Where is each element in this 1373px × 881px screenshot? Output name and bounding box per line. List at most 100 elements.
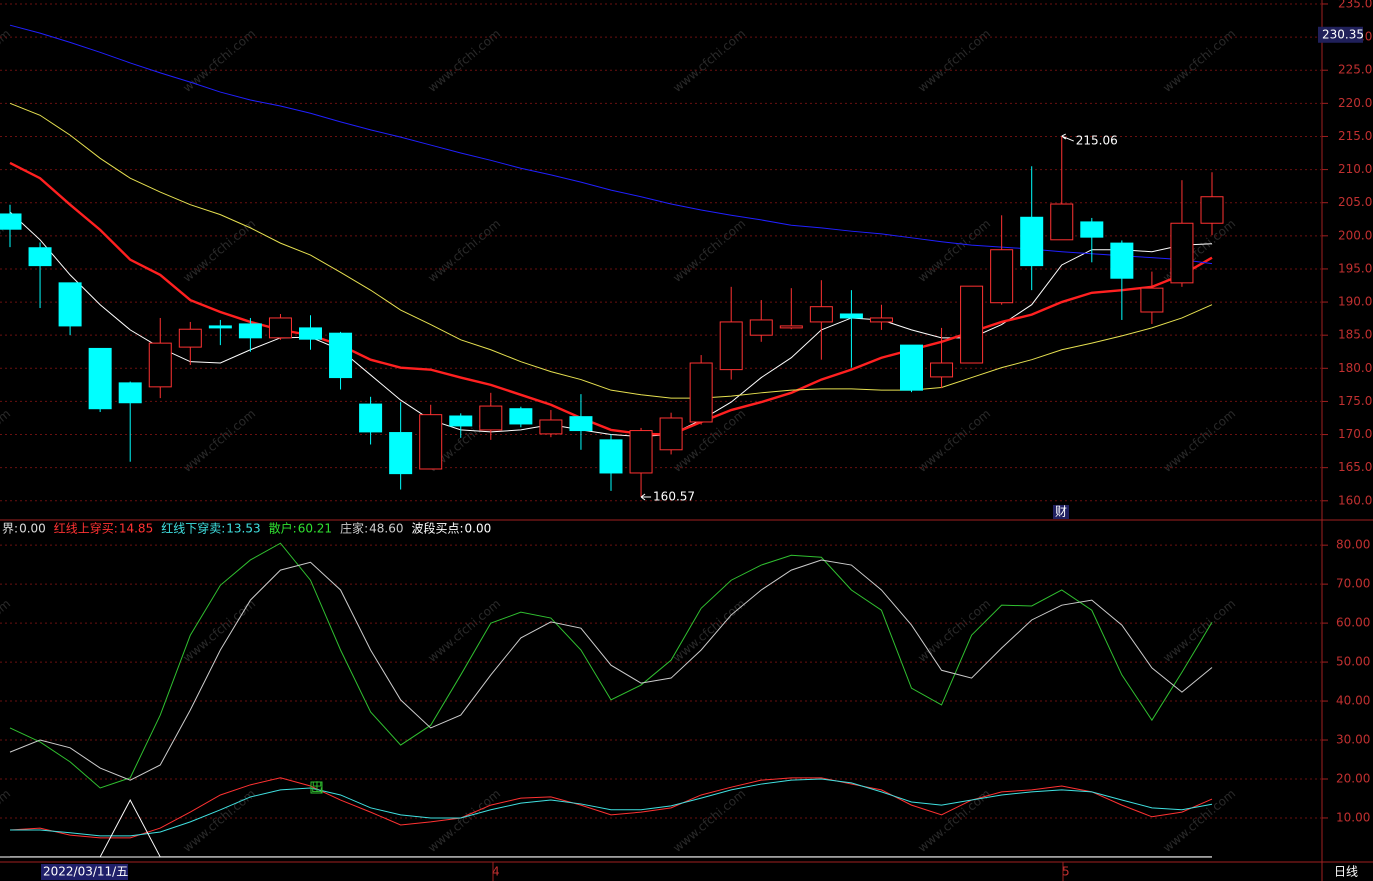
marker-arrow	[1061, 133, 1074, 142]
candle-body	[689, 362, 713, 423]
candle-body	[1200, 196, 1224, 224]
candle-body	[809, 306, 833, 323]
moving-average	[9, 161, 1213, 436]
watermark: www.cfchi.com	[180, 216, 258, 285]
y-tick-label: 215.0	[1338, 129, 1372, 143]
current-price: 230.35	[1322, 27, 1364, 41]
moving-average	[9, 24, 1213, 265]
y-tick-label: 205.0	[1338, 195, 1372, 209]
candle-body	[449, 415, 473, 427]
y-tick-label: 190.0	[1338, 295, 1372, 309]
watermark: www.cfchi.com	[425, 596, 503, 665]
candle-body	[1140, 287, 1164, 313]
legend-name: 界	[2, 522, 14, 536]
candle-body	[869, 317, 893, 323]
candle-body	[148, 342, 172, 388]
candle-body	[28, 247, 52, 267]
candle-body	[88, 347, 112, 410]
legend-value: 0.00	[465, 522, 492, 536]
watermark: www.cfchi.com	[180, 406, 258, 475]
legend-value: 14.85	[119, 522, 153, 536]
legend-sep: :	[364, 522, 368, 536]
legend-value: 60.21	[298, 522, 332, 536]
candle-body	[839, 313, 863, 319]
candle-body	[1050, 203, 1074, 241]
candle-body	[268, 317, 292, 339]
y-tick-label: 70.00	[1336, 577, 1370, 591]
candle-body	[118, 382, 142, 404]
price-box	[1318, 26, 1363, 43]
legend-value: 13.53	[226, 522, 260, 536]
candle-body	[960, 285, 984, 364]
watermark: www.cfchi.com	[670, 786, 748, 855]
period-label: 日线	[1334, 865, 1358, 879]
candle-body	[299, 327, 322, 340]
legend-sep: :	[293, 522, 297, 536]
legend-sep: :	[14, 522, 18, 536]
legend-sep: :	[221, 522, 225, 536]
candle-body	[419, 414, 443, 470]
y-tick-label: 220.0	[1338, 96, 1372, 110]
legend-name: 庄家	[340, 521, 364, 536]
moving-average	[9, 102, 1213, 399]
candle-body	[359, 403, 383, 433]
y-tick-label: 60.00	[1336, 616, 1370, 630]
y-tick-label: 165.0	[1338, 460, 1372, 474]
candle-body	[719, 321, 743, 371]
legend-sep: :	[459, 522, 463, 536]
date-label: 2022/03/11/五	[43, 865, 128, 879]
y-tick-label: 10.00	[1336, 810, 1370, 824]
candle-body	[749, 319, 773, 336]
legend-name: 红线上穿买	[54, 521, 114, 536]
candle-body	[629, 430, 653, 474]
y-tick-label: 20.00	[1336, 771, 1370, 785]
month-label: 5	[1062, 865, 1070, 879]
watermark: www.cfchi.com	[915, 596, 993, 665]
legend-name: 散户	[269, 521, 293, 536]
candle-body	[238, 323, 262, 339]
signal: 出	[311, 781, 323, 795]
watermark: www.cfchi.com	[1160, 406, 1238, 475]
legend-name: 波段买点	[411, 521, 459, 536]
watermark: www.cfchi.com	[0, 786, 13, 855]
candle-body	[599, 439, 623, 474]
y-tick-label: 175.0	[1338, 394, 1372, 408]
note: 财	[1055, 505, 1067, 519]
legend-name: 红线下穿卖	[161, 521, 221, 536]
watermark: www.cfchi.com	[1160, 596, 1238, 665]
candle-body	[389, 432, 413, 475]
watermark: www.cfchi.com	[915, 216, 993, 285]
watermark: www.cfchi.com	[1160, 786, 1238, 855]
low-label: 160.57	[653, 490, 695, 504]
candle-body	[0, 213, 22, 230]
watermark: www.cfchi.com	[0, 406, 13, 475]
y-tick-label: 180.0	[1338, 361, 1372, 375]
watermark: www.cfchi.com	[670, 596, 748, 665]
y-tick-label: 170.0	[1338, 427, 1372, 441]
candle-body	[1170, 222, 1194, 284]
indicator-line	[9, 777, 1213, 839]
watermark: www.cfchi.com	[425, 216, 503, 285]
candle-body	[509, 408, 533, 425]
marker-arrow	[640, 493, 652, 501]
candle-body	[569, 416, 593, 432]
date-box	[41, 864, 128, 880]
candle-body	[779, 325, 803, 329]
y-tick-label: 235.0	[1338, 0, 1372, 10]
y-tick-label: 80.00	[1336, 538, 1370, 552]
y-tick-label: 200.0	[1338, 228, 1372, 242]
y-tick-label: 40.00	[1336, 694, 1370, 708]
legend-value: 0.00	[19, 522, 46, 536]
candle-body	[329, 332, 353, 379]
note-box	[1053, 505, 1069, 519]
indicator-line	[9, 559, 1213, 781]
watermark: www.cfchi.com	[915, 786, 993, 855]
y-tick-label: 30.00	[1336, 733, 1370, 747]
y-tick-label: 50.00	[1336, 655, 1370, 669]
candle-body	[178, 328, 202, 348]
candle-body	[659, 417, 683, 451]
candle-body	[539, 419, 563, 435]
watermark: www.cfchi.com	[915, 406, 993, 475]
candle-body	[930, 362, 954, 378]
